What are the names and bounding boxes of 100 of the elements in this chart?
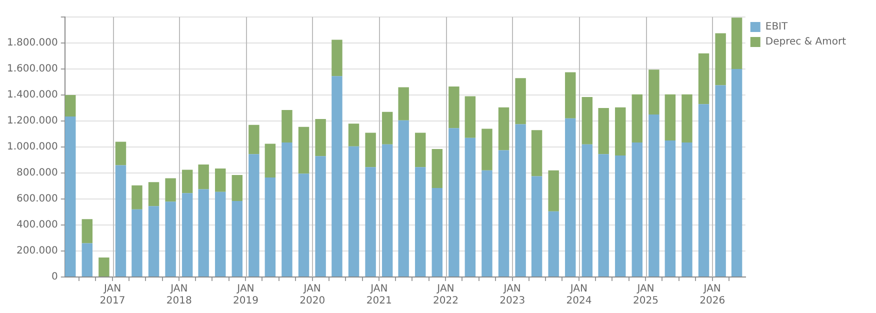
bar [165,202,176,276]
bar [464,96,476,138]
y-tick-label: 1.600.000 [6,64,58,75]
bar [632,142,643,276]
bar [298,126,310,174]
y-tick-label: 1.800.000 [6,38,58,49]
bar [264,144,276,178]
bar [365,167,376,276]
bar [232,174,243,201]
bar [615,107,626,156]
x-tick-label: JAN 2017 [100,284,126,307]
bar [548,170,559,212]
bar [565,72,576,118]
bar [598,108,609,154]
bar [182,193,193,276]
bar [365,132,376,168]
bar [598,154,609,276]
bar [682,142,692,276]
bar [515,78,526,124]
bar [531,176,542,276]
bar [115,142,126,166]
bar [348,124,360,146]
y-tick-label: 0 [52,272,58,283]
bar [132,185,142,210]
bar [332,40,342,76]
bar [382,112,393,144]
bar [565,118,576,276]
bar [648,70,660,114]
bar [332,76,342,276]
bar [682,94,692,142]
bar [415,132,426,168]
bar [82,243,93,276]
bar [498,107,510,150]
bar [382,144,393,276]
bar [615,155,626,276]
bar [515,124,526,276]
bar [415,167,426,276]
bar [65,95,76,116]
x-tick-label: JAN 2024 [566,284,592,307]
bar [315,156,326,276]
x-tick-label: JAN 2020 [300,284,326,307]
bar [198,189,209,276]
bar [664,140,676,276]
bar [482,170,492,276]
bar [132,209,142,276]
bar [98,258,110,276]
bar [698,104,710,276]
bar [648,114,660,276]
x-tick-label: JAN 2022 [433,284,458,307]
y-tick-label: 1.400.000 [6,90,58,101]
bar [232,200,243,276]
bar [731,69,742,276]
x-tick-label: JAN 2018 [166,284,192,307]
bar [498,150,510,276]
x-tick-label: JAN 2026 [700,284,726,307]
x-tick-label: JAN 2025 [633,284,658,307]
bar [715,33,726,86]
bar [248,124,260,154]
bar [65,116,76,276]
bar [548,211,559,276]
bar [82,219,93,244]
legend-label: EBIT [765,22,788,33]
bar [165,178,176,202]
x-tick-label: JAN 2023 [500,284,526,307]
bar [482,128,492,170]
bar [282,142,292,276]
bar [248,154,260,276]
bar [148,206,160,276]
bar [698,53,710,104]
bar [398,87,409,120]
bar [282,110,292,142]
y-tick-label: 600.000 [16,194,58,205]
bar [432,188,443,276]
legend-label: Deprec & Amort [765,36,846,48]
bar [198,164,209,190]
bar [582,144,593,276]
y-tick-label: 800.000 [16,168,58,179]
bar [664,94,676,140]
bar [215,192,226,276]
bar [298,174,310,276]
bar [115,165,126,276]
bar [315,119,326,156]
bar [432,148,443,188]
bar [582,96,593,144]
y-tick-label: 1.200.000 [6,116,58,127]
bar [731,18,742,69]
bar [448,86,460,128]
bar [215,168,226,192]
x-tick-label: JAN 2021 [366,284,392,307]
y-tick-label: 400.000 [16,220,58,231]
y-tick-label: 200.000 [16,246,58,257]
bar [148,182,160,206]
bar [264,178,276,276]
bar [531,130,542,176]
bar [632,94,643,142]
bar [398,120,409,276]
bar [448,128,460,276]
bar [715,85,726,276]
bar [348,146,360,276]
bar [182,170,193,194]
